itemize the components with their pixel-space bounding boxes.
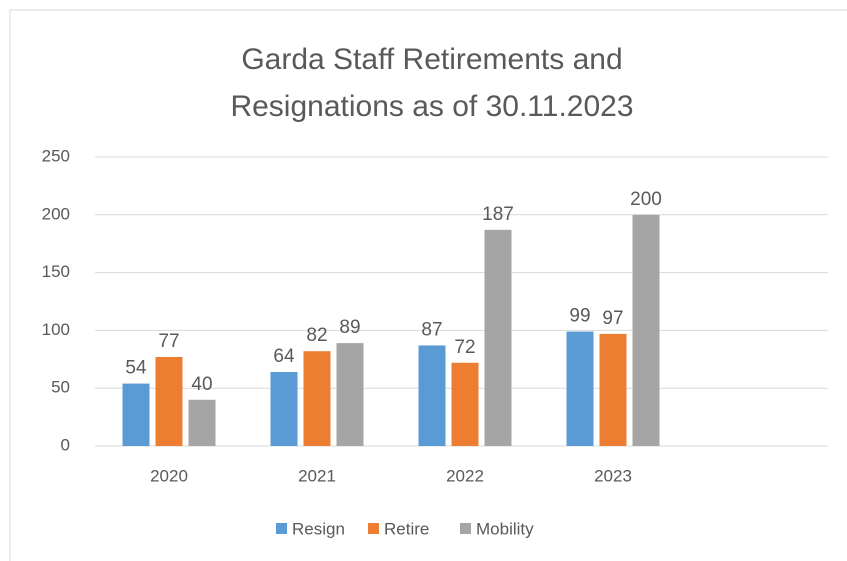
chart-border bbox=[9, 9, 847, 561]
chart-title: Garda Staff Retirements and Resignations… bbox=[230, 43, 634, 123]
bar bbox=[303, 351, 331, 446]
y-tick-label: 50 bbox=[51, 378, 70, 397]
data-label: 72 bbox=[454, 337, 475, 358]
bar bbox=[632, 214, 660, 446]
y-tick-label: 100 bbox=[42, 320, 70, 339]
legend-label: Mobility bbox=[476, 519, 534, 538]
y-tick-label: 200 bbox=[42, 204, 70, 223]
data-label: 97 bbox=[602, 308, 623, 329]
y-tick-label: 250 bbox=[42, 146, 70, 165]
data-label: 200 bbox=[630, 189, 662, 210]
legend-swatch bbox=[276, 523, 287, 534]
bar bbox=[155, 356, 183, 446]
legend-swatch bbox=[368, 523, 379, 534]
data-label: 77 bbox=[158, 331, 179, 352]
x-tick-label: 2021 bbox=[298, 466, 336, 485]
bar bbox=[336, 343, 364, 446]
x-tick-label: 2022 bbox=[446, 466, 484, 485]
data-label: 187 bbox=[482, 204, 514, 225]
legend-label: Resign bbox=[292, 519, 345, 538]
y-tick-label: 150 bbox=[42, 262, 70, 281]
data-label: 54 bbox=[125, 358, 147, 379]
bar bbox=[484, 229, 512, 446]
bar bbox=[451, 362, 479, 446]
bar bbox=[566, 331, 594, 446]
x-tick-label: 2020 bbox=[150, 466, 188, 485]
data-label: 89 bbox=[339, 317, 360, 338]
data-label: 40 bbox=[191, 374, 212, 395]
bar bbox=[599, 333, 627, 446]
bar bbox=[122, 383, 150, 446]
bar bbox=[270, 372, 298, 446]
data-label: 82 bbox=[306, 325, 327, 346]
legend-label: Retire bbox=[384, 519, 429, 538]
data-label: 99 bbox=[569, 306, 590, 327]
bar bbox=[418, 345, 446, 446]
y-tick-label: 0 bbox=[61, 435, 70, 454]
data-label: 64 bbox=[273, 346, 295, 367]
data-label: 87 bbox=[421, 319, 442, 340]
bar bbox=[188, 399, 216, 446]
x-tick-label: 2023 bbox=[594, 466, 632, 485]
legend-swatch bbox=[460, 523, 471, 534]
